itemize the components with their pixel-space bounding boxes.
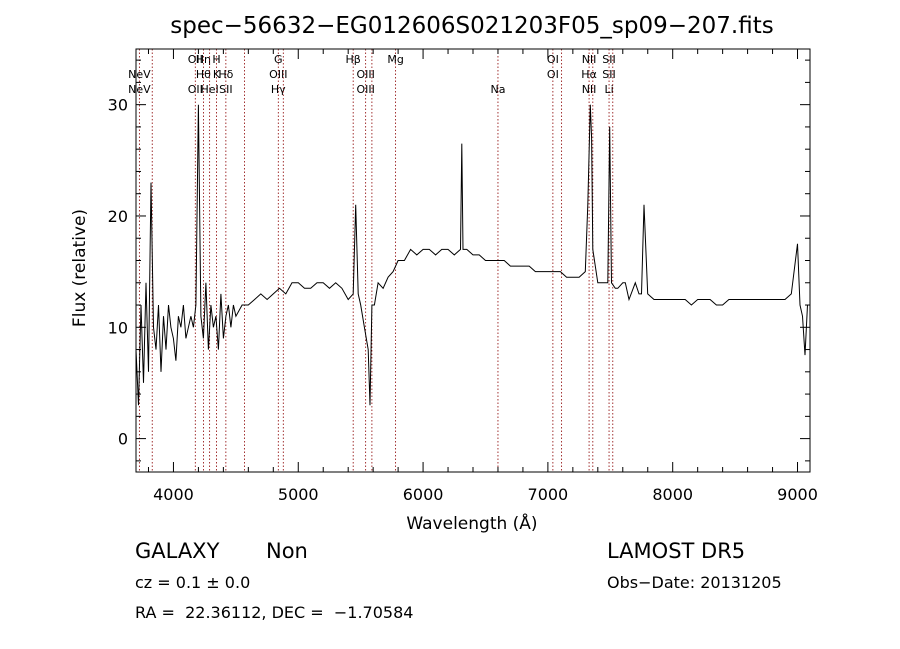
spectral-line-label: OI (547, 68, 559, 81)
spectral-line-label: Hγ (271, 83, 286, 96)
observation-date-label: Obs−Date: 20131205 (607, 573, 782, 592)
object-class-label: GALAXY (135, 539, 220, 563)
y-tick-label: 10 (108, 318, 128, 337)
spectral-line-label: SII (219, 83, 232, 96)
x-tick-label: 9000 (777, 485, 818, 504)
spectral-line-label: OII (188, 53, 203, 66)
spectral-line-label: Hη (196, 53, 211, 66)
x-tick-label: 5000 (278, 485, 319, 504)
spectral-line-label: NeV (128, 83, 151, 96)
spectral-line-label: HeI (200, 83, 218, 96)
x-tick-label: 6000 (403, 485, 444, 504)
spectral-line-label: Na (490, 83, 505, 96)
y-tick-label: 20 (108, 207, 128, 226)
spectral-line-label: OIII (356, 83, 374, 96)
spectral-line-label: OII (188, 83, 203, 96)
spectral-line-label: OIII (269, 68, 287, 81)
spectral-line-label: Hα (581, 68, 597, 81)
x-tick-label: 7000 (528, 485, 569, 504)
chart-title: spec−56632−EG012606S021203F05_sp09−207.f… (170, 13, 773, 39)
x-axis-label: Wavelength (Å) (406, 512, 537, 534)
spectral-line-label: Hδ (218, 68, 233, 81)
y-axis-label: Flux (relative) (70, 209, 90, 327)
x-tick-label: 8000 (652, 485, 693, 504)
spectral-line-label: Mg (387, 53, 403, 66)
spectral-line-label: Hθ (196, 68, 211, 81)
spectral-line-label: OIII (356, 68, 374, 81)
plot-area: NeVNeVOIIOIIHηHθHeIHKHδSIIGOIIIHγHβOIIIO… (108, 48, 818, 504)
y-tick-label: 30 (108, 96, 128, 115)
spectral-line-label: SII (602, 53, 615, 66)
spectral-line-label: Hβ (346, 53, 361, 66)
spectral-line-label: NII (582, 83, 597, 96)
object-subclass-label: Non (266, 539, 308, 563)
spectral-line-label: H (212, 53, 220, 66)
spectral-line-label: OI (547, 53, 559, 66)
y-tick-label: 0 (118, 430, 128, 449)
spectral-line-label: NII (582, 53, 597, 66)
spectral-line-label: G (274, 53, 283, 66)
coordinates-label: RA = 22.36112, DEC = −1.70584 (135, 603, 414, 622)
spectral-line-label: SII (602, 68, 615, 81)
redshift-label: cz = 0.1 ± 0.0 (135, 573, 251, 592)
x-tick-label: 4000 (153, 485, 194, 504)
spectral-line-label: K (213, 68, 221, 81)
spectral-line-label: NeV (128, 68, 151, 81)
plot-frame (135, 48, 811, 473)
spectral-line-label: Li (604, 83, 613, 96)
spectrum-line (135, 104, 808, 406)
survey-label: LAMOST DR5 (607, 539, 746, 563)
